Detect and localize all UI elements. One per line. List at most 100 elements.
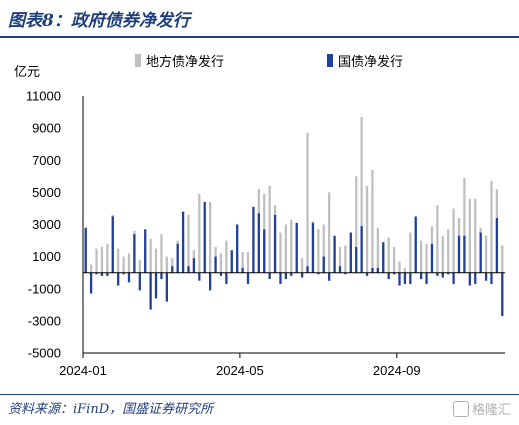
y-tick-label: -5000 — [28, 346, 61, 361]
bar-local — [95, 248, 98, 273]
bar-local — [474, 198, 477, 273]
bar-local — [219, 253, 223, 273]
bar-national — [382, 242, 385, 273]
bar-national — [219, 272, 223, 276]
y-tick-label: -1000 — [28, 281, 61, 296]
bar-national — [468, 272, 471, 286]
bar-national — [246, 272, 250, 284]
y-axis-label: 亿元 — [14, 64, 40, 79]
bar-local — [463, 177, 466, 273]
header: 图表8：政府债券净发行 — [0, 0, 519, 40]
y-axis: -5000 -3000 -1000 1000 3000 5000 7000 9000 11000 — [26, 89, 61, 361]
watermark-text: 格隆汇 — [471, 403, 511, 418]
bar-national — [236, 224, 239, 273]
bar-local — [392, 246, 396, 273]
bar-national — [203, 202, 206, 273]
bar-national — [117, 272, 120, 286]
bar-national — [484, 272, 488, 281]
y-tick-label: 7000 — [32, 153, 61, 168]
bar-national — [436, 272, 439, 276]
bar-local — [290, 219, 293, 273]
bar-national — [306, 266, 309, 273]
bar-local — [279, 232, 282, 273]
bar-national — [322, 256, 325, 273]
bar-national — [268, 272, 271, 280]
bar-national — [495, 218, 499, 273]
bar-national — [295, 222, 298, 273]
bar-national — [230, 250, 233, 273]
bar-national — [425, 272, 428, 284]
legend-label-national: 国债净发行 — [338, 54, 403, 70]
bar-national — [165, 272, 168, 302]
bar-local — [436, 205, 439, 273]
bar-local — [268, 185, 271, 273]
bar-local — [317, 229, 320, 273]
bar-national — [133, 234, 136, 273]
bar-local — [138, 259, 141, 273]
bar-chart: 亿元 地方债净发行 国债净发行 -5000 -3000 -1000 1000 3000 5… — [14, 54, 505, 378]
bar-local — [338, 246, 342, 273]
bar-local — [165, 256, 168, 273]
bar-local — [441, 235, 444, 273]
bar-local — [225, 240, 228, 273]
bar-local — [409, 232, 412, 273]
bar-local — [300, 258, 304, 273]
bar-national — [84, 227, 87, 273]
bar-national — [122, 272, 125, 275]
bar-national — [441, 272, 444, 278]
bar-local — [501, 245, 504, 273]
bar-local — [447, 229, 450, 273]
bar-national — [279, 272, 282, 284]
bar-local — [360, 116, 363, 273]
bar-local — [398, 261, 401, 273]
y-tick-label: 11000 — [26, 89, 61, 104]
bar-national — [192, 258, 196, 273]
bar-national — [387, 272, 390, 280]
bar-national — [430, 243, 434, 273]
bar-national — [457, 235, 461, 273]
bar-national — [371, 267, 374, 273]
bar-national — [241, 267, 244, 273]
bar-national — [338, 266, 342, 273]
footer-divider — [0, 394, 519, 395]
bar-local — [171, 258, 174, 273]
x-tick-label: 2024-05 — [216, 363, 264, 378]
bar-local — [160, 234, 163, 273]
bar-national — [463, 235, 466, 273]
bar-national — [187, 266, 190, 273]
bar-national — [300, 272, 304, 278]
bar-local — [106, 243, 109, 273]
bar-local — [344, 245, 347, 273]
bar-national — [106, 272, 109, 276]
legend-label-local: 地方债净发行 — [146, 54, 224, 70]
bar-national — [392, 272, 396, 275]
legend: 地方债净发行 国债净发行 — [135, 54, 403, 70]
bar-national — [414, 216, 417, 273]
bar-local — [127, 253, 131, 273]
bar-local — [420, 240, 423, 273]
bar-national — [273, 214, 277, 273]
bar-national — [214, 256, 217, 273]
bar-national — [349, 232, 352, 273]
legend-swatch-local — [135, 54, 141, 67]
bar-national — [127, 272, 131, 283]
bar-local — [403, 267, 407, 273]
bar-local — [100, 246, 104, 273]
bar-national — [290, 272, 293, 276]
header-divider — [0, 36, 519, 38]
bar-local — [322, 224, 325, 273]
y-tick-label: 1000 — [32, 249, 61, 264]
bar-national — [263, 229, 266, 273]
bar-local — [284, 224, 288, 273]
bar-national — [420, 272, 423, 280]
bar-national — [311, 222, 315, 273]
bar-national — [355, 246, 358, 273]
bar-national — [111, 216, 114, 273]
bar-local — [452, 208, 455, 273]
bar-local — [376, 227, 379, 273]
bar-local — [387, 237, 390, 273]
bar-local — [490, 181, 493, 273]
bar-local — [117, 248, 120, 273]
bar-national — [398, 272, 401, 286]
